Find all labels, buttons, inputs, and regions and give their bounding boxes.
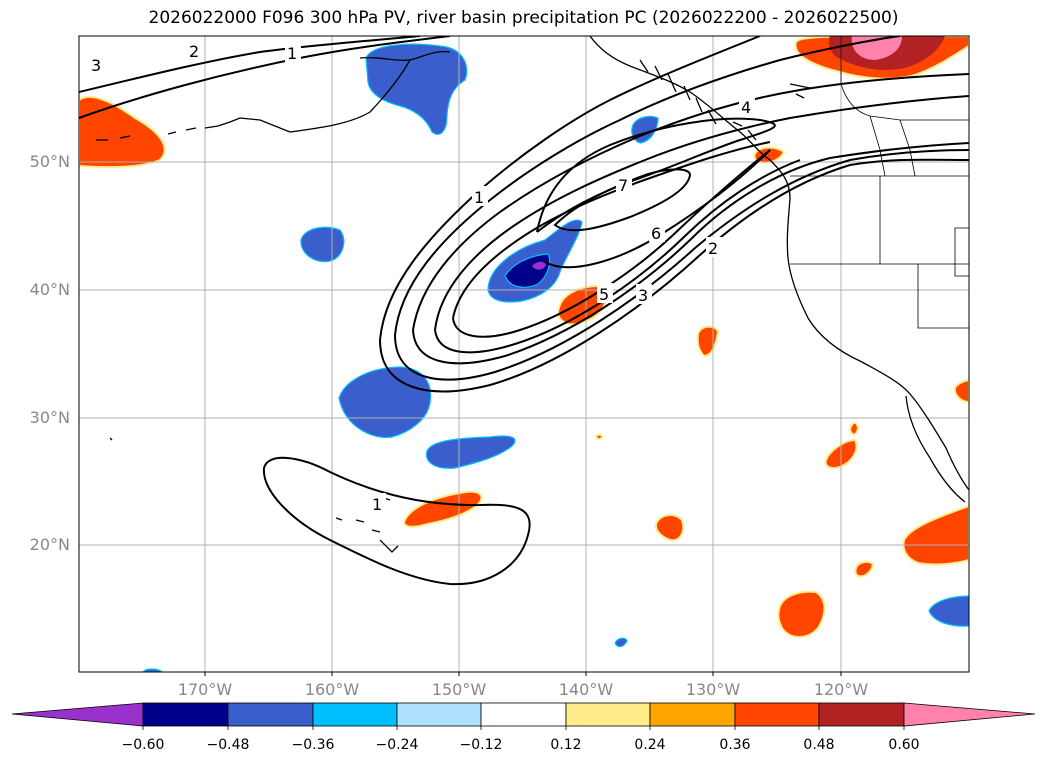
x-tick-marks — [204, 672, 842, 676]
lon-label-150w: 150°W — [431, 680, 487, 699]
lon-label-130w: 130°W — [685, 680, 741, 699]
colorbar-bin — [396, 702, 482, 727]
pv-contour-labels: 3 2 1 1 7 6 2 3 5 4 1 — [89, 40, 755, 514]
plot-area — [79, 36, 969, 672]
negative-precip-shading — [142, 43, 969, 672]
pv-label: 1 — [372, 495, 382, 514]
colorbar-tick-label: −0.24 — [375, 737, 419, 753]
pv-label: 7 — [618, 176, 628, 195]
lon-label-160w: 160°W — [304, 680, 360, 699]
colorbar-bin — [649, 702, 736, 727]
colorbar-tick-label: 0.12 — [550, 737, 582, 753]
pv-label: 4 — [741, 98, 751, 117]
plot-border — [78, 35, 970, 673]
pv-label: 1 — [474, 188, 484, 207]
pv-label: 6 — [651, 224, 661, 243]
pv-label: 5 — [599, 285, 609, 304]
pv-label: 2 — [708, 239, 718, 258]
pv-label: 3 — [91, 56, 101, 75]
colorbar-tick-label: −0.48 — [206, 737, 250, 753]
pv-label: 3 — [638, 286, 648, 305]
colorbar-bin — [142, 702, 229, 727]
colorbar — [11, 702, 1036, 730]
graticule — [79, 36, 969, 672]
colorbar-tick-label: 0.24 — [634, 737, 666, 753]
colorbar-extend-low — [11, 702, 144, 727]
colorbar-bin — [734, 702, 820, 727]
colorbar-bin — [312, 702, 398, 727]
colorbar-tick-label: −0.36 — [291, 737, 335, 753]
lat-label-50n: 50°N — [29, 152, 70, 171]
colorbar-tick-label: −0.60 — [121, 737, 165, 753]
colorbar-tick-label: 0.36 — [719, 737, 751, 753]
pv-label: 2 — [189, 42, 199, 61]
pv-contours — [79, 36, 969, 586]
colorbar-tick-label: 0.48 — [803, 737, 835, 753]
lon-label-120w: 120°W — [813, 680, 869, 699]
colorbar-tick-label: 0.60 — [888, 737, 920, 753]
coastlines — [96, 36, 969, 553]
lat-label-20n: 20°N — [29, 535, 70, 554]
pv-label: 1 — [287, 44, 297, 63]
colorbar-tick-label: −0.12 — [459, 737, 503, 753]
lat-label-40n: 40°N — [29, 280, 70, 299]
lat-label-30n: 30°N — [29, 408, 70, 427]
colorbar-bin — [818, 702, 905, 727]
map-title: 2026022000 F096 300 hPa PV, river basin … — [148, 8, 899, 28]
colorbar-extend-high — [903, 702, 1036, 727]
colorbar-bin — [565, 702, 651, 727]
lon-label-170w: 170°W — [177, 680, 233, 699]
lon-label-140w: 140°W — [558, 680, 614, 699]
colorbar-bin — [480, 702, 567, 727]
colorbar-bin — [227, 702, 314, 727]
